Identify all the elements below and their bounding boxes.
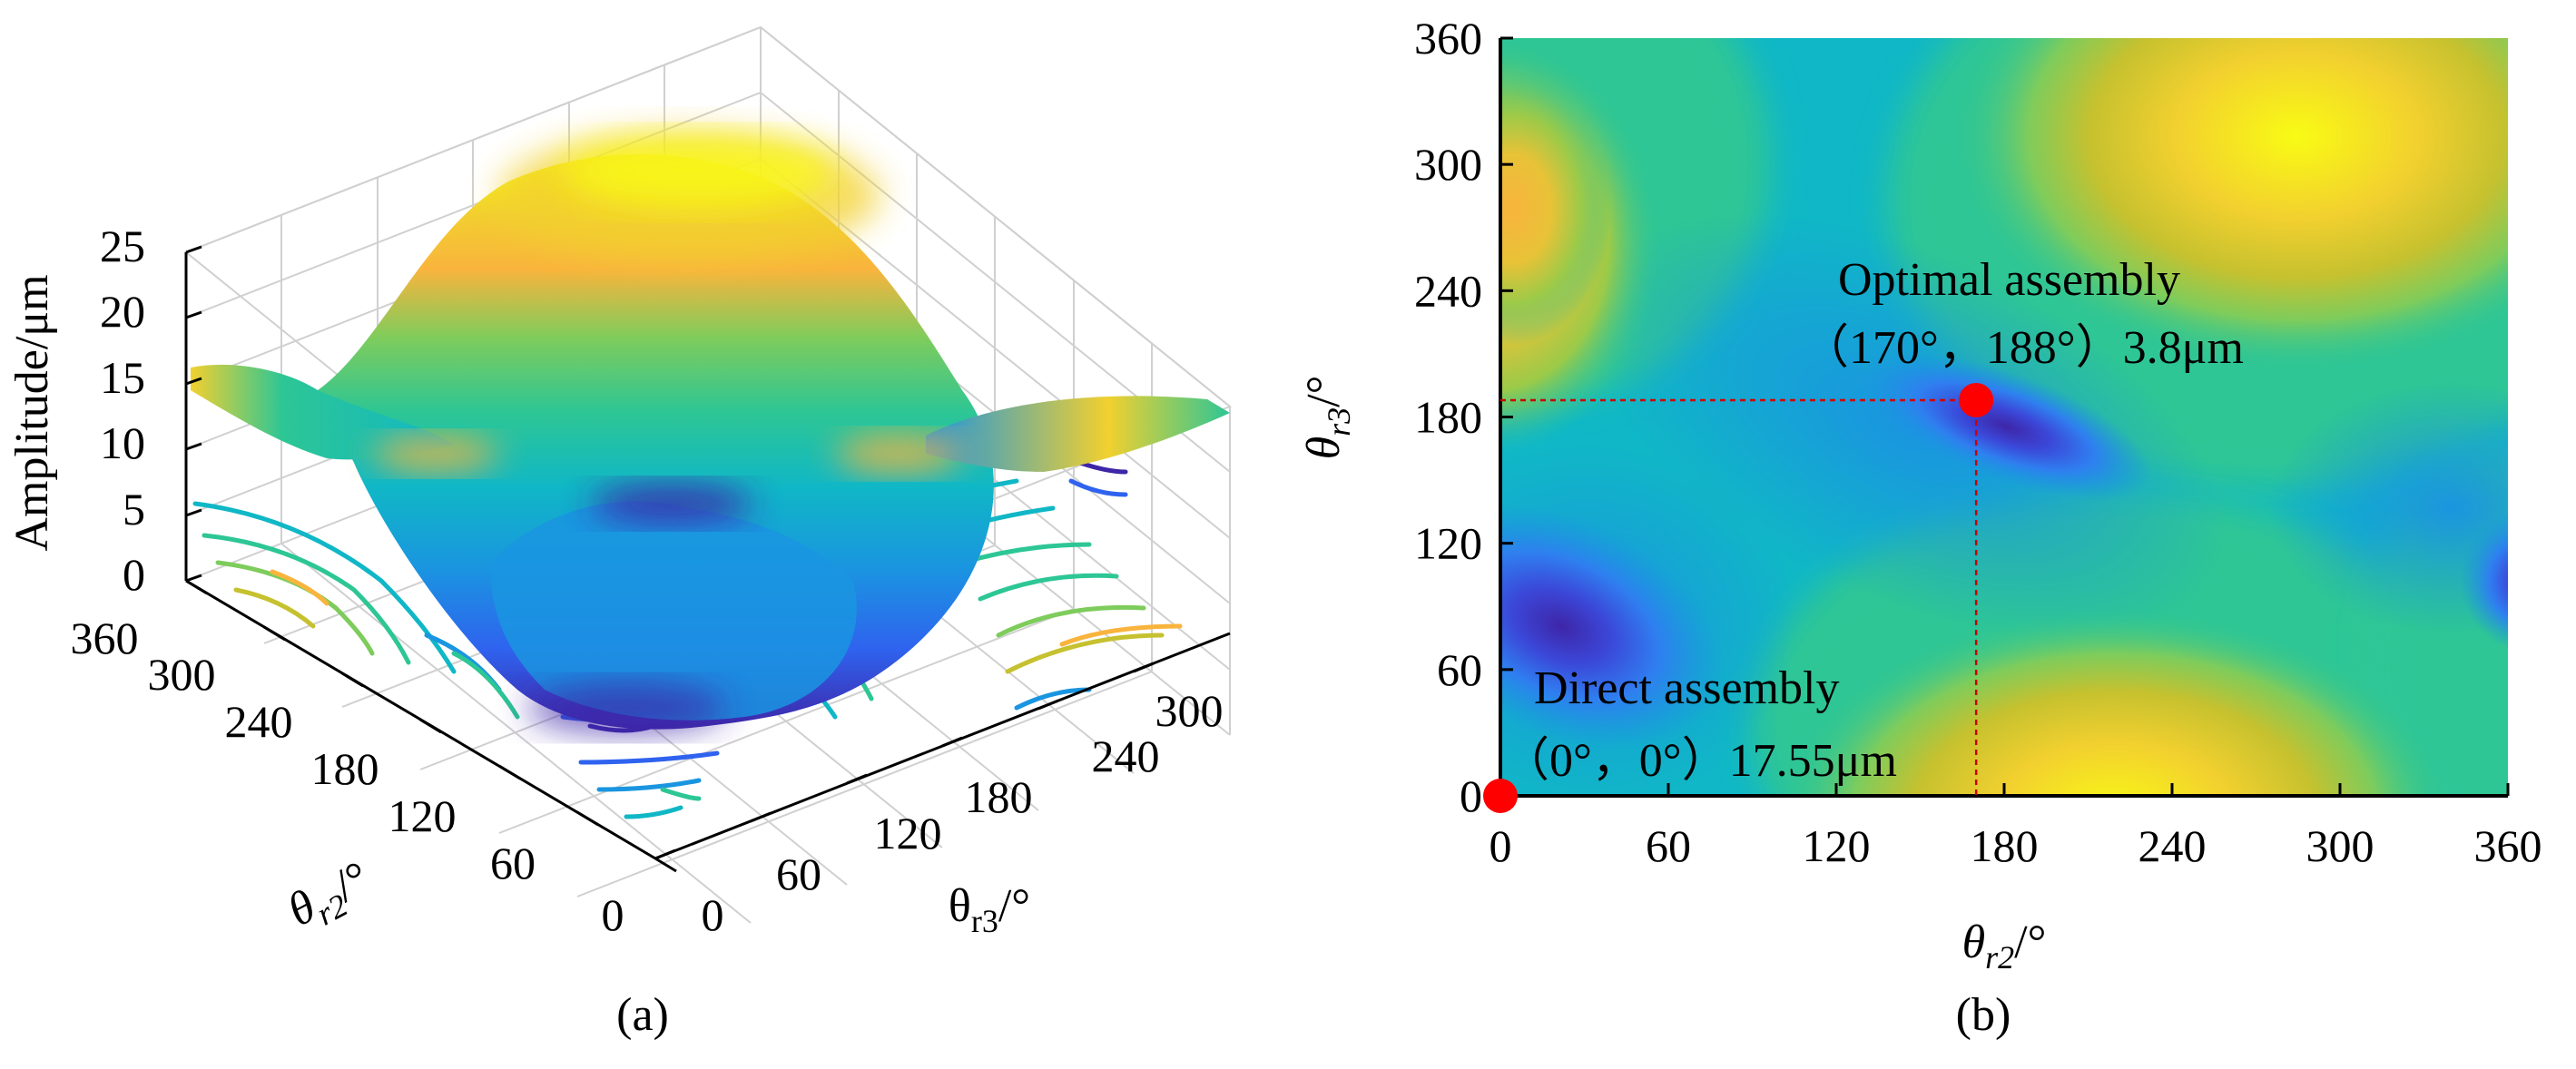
y-tick-label: 360: [1414, 13, 1482, 64]
panel-a-surface-plot: 0 5 10 15 20 25 Amplitude/μm 0 60 120 18…: [6, 25, 1232, 1041]
z-tick: 0: [123, 549, 145, 600]
y-tick-label: 60: [1437, 644, 1482, 695]
y-tick: 180: [965, 771, 1033, 822]
panel-b-heatmap: 0 60 120 180 240 300 360 0 60 120 180 240 300 360 Opt…: [1298, 13, 2542, 1041]
z-axis: 0 5 10 15 20 25 Amplitude/μm: [6, 221, 202, 600]
x-tick: 300: [148, 649, 216, 700]
y-tick: 120: [874, 808, 942, 858]
x-tick: 120: [388, 790, 457, 841]
optimal-point: [1959, 382, 1994, 417]
y-tick-label: 0: [1460, 770, 1482, 821]
x-tick-label: 300: [2306, 820, 2374, 871]
caption-a: (a): [616, 989, 669, 1041]
y-tick-label: 180: [1414, 392, 1482, 443]
y-tick-label: 120: [1414, 518, 1482, 569]
x-tick-label: 0: [1490, 820, 1512, 871]
caption-b: (b): [1956, 989, 2011, 1041]
heatmap-ticks: 0 60 120 180 240 300 360 0 60 120 180 240 300 360: [1414, 13, 2542, 871]
x-tick-label: 240: [2138, 820, 2207, 871]
y-axis-label-b: θr3/°: [1298, 376, 1357, 460]
x-axis-label-b: θr2/°: [1962, 917, 2047, 976]
y-tick-label: 300: [1414, 139, 1482, 190]
direct-value-label: （0°，0°）17.55μm: [1502, 735, 1897, 787]
x-tick: 180: [311, 743, 379, 794]
direct-label: Direct assembly: [1534, 662, 1839, 714]
x-tick-label: 180: [1971, 820, 2039, 871]
z-tick: 5: [123, 484, 145, 534]
x-tick-label: 360: [2474, 820, 2542, 871]
z-tick: 15: [100, 352, 145, 403]
y-tick: 300: [1155, 685, 1224, 736]
y-tick: 0: [702, 889, 724, 940]
x-tick: 240: [225, 696, 293, 747]
y-tick: 240: [1092, 731, 1160, 781]
z-tick: 25: [100, 221, 145, 271]
heatmap-points: [1483, 382, 1994, 813]
z-axis-label: Amplitude/μm: [6, 274, 58, 551]
heatmap-field: [1500, 38, 2508, 796]
x-tick: 60: [490, 838, 536, 888]
optimal-guide-lines: [1500, 398, 1978, 796]
y-tick-label: 240: [1414, 265, 1482, 316]
z-tick: 20: [100, 286, 145, 337]
x-axis-label: θr2/°: [280, 851, 381, 943]
y-tick: 60: [776, 848, 821, 899]
amplitude-surface: [191, 132, 1230, 733]
y-axis-label: θr3/°: [949, 880, 1030, 939]
x-tick-label: 60: [1646, 820, 1691, 871]
x-tick: 0: [602, 889, 624, 940]
optimal-value-label: （170°，188°）3.8μm: [1802, 322, 2244, 374]
z-tick: 10: [100, 417, 145, 468]
x-tick-label: 120: [1803, 820, 1871, 871]
direct-point: [1483, 779, 1518, 813]
x-tick: 360: [71, 613, 139, 663]
optimal-label: Optimal assembly: [1838, 254, 2180, 306]
y-axis-a: 0 60 120 180 240 300 θr3/°: [654, 662, 1224, 940]
